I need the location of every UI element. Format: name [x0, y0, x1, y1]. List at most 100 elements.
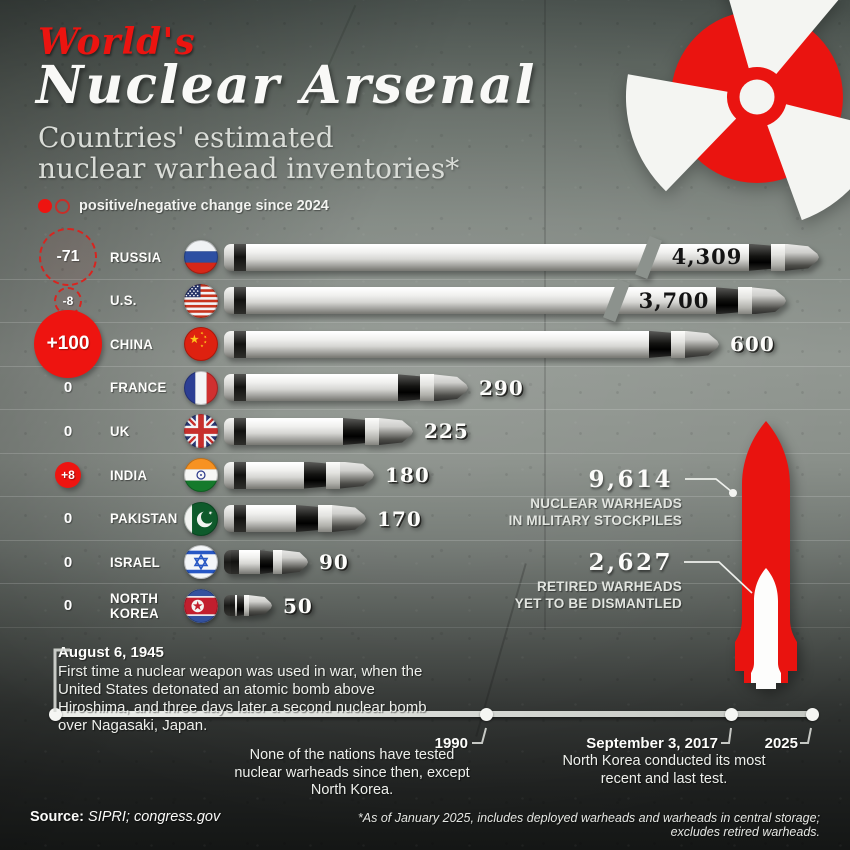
- bar-area: 4,309: [224, 235, 850, 279]
- bar-area: 3,700: [224, 279, 850, 323]
- source-credit: Source: SIPRI; congress.gov: [30, 809, 221, 825]
- missile-ring: [326, 461, 340, 489]
- warhead-bar: [224, 550, 308, 575]
- warhead-count-label: 50: [283, 593, 313, 618]
- country-row: 0 ISRAEL 90: [0, 541, 850, 585]
- warhead-count-label: 4,309: [671, 244, 743, 270]
- missile-tail-band: [234, 417, 246, 445]
- israel-flag: [184, 545, 224, 580]
- change-badge: -8: [26, 286, 110, 315]
- warhead-count-label: 90: [319, 550, 349, 575]
- india-flag: [184, 458, 224, 492]
- change-legend: positive/negative change since 2024: [38, 198, 329, 214]
- bar-area: 290: [224, 374, 850, 402]
- missile-body: [246, 417, 343, 445]
- country-label: PAKISTAN: [110, 510, 178, 527]
- warhead-count-label: 290: [479, 375, 524, 400]
- missile-tail-cap: [224, 374, 234, 402]
- missile-body: [246, 461, 304, 489]
- missile-body: [246, 505, 296, 533]
- missile-nose-cone-icon: [282, 550, 308, 575]
- france-flag: [184, 370, 224, 405]
- missile-nose-cone-icon: [332, 505, 366, 533]
- missile-ring: [244, 595, 249, 617]
- country-label: INDIA: [110, 466, 148, 483]
- missile-ring: [671, 330, 685, 358]
- missile-tail-band: [234, 243, 246, 271]
- warhead-bar: [224, 330, 719, 358]
- timeline-2017-note: North Korea conducted its most recent an…: [562, 753, 766, 787]
- uk-flag: [184, 414, 224, 449]
- country-label: U.S.: [110, 292, 137, 309]
- bar-area: 600: [224, 330, 850, 358]
- missile-tail-cap: [224, 461, 234, 489]
- change-badge: 0: [63, 510, 73, 528]
- country-label: CHINA: [110, 335, 154, 352]
- warhead-bar: 4,309: [224, 235, 819, 279]
- missile-nose-band: [649, 330, 671, 358]
- missile-tail-cap: [224, 550, 231, 575]
- timeline-1990-label: 1990: [434, 735, 468, 752]
- bar-area: 50: [224, 594, 850, 618]
- retired-warheads-annotation: 2,627 RETIRED WARHEADS YET TO BE DISMANT…: [452, 549, 682, 612]
- stockpile-total-value: 9,614: [588, 466, 673, 493]
- change-badge: 0: [63, 597, 73, 615]
- missile-nose-cone-icon: [685, 330, 719, 358]
- china-flag: [184, 327, 224, 362]
- missile-tail-cap: [224, 595, 230, 617]
- country-label: FRANCE: [110, 379, 167, 396]
- pakistan-flag: [184, 501, 224, 536]
- bar-area: 90: [224, 550, 850, 575]
- country-row: -8 U.S. 3,700: [0, 279, 850, 324]
- country-row: +100 CHINA 600: [0, 310, 850, 379]
- timeline-dot-2025: [805, 707, 819, 721]
- missile-nose-cone-icon: [434, 374, 468, 402]
- warhead-count-label: 3,700: [638, 287, 710, 313]
- missile-tail-band: [230, 595, 235, 617]
- timeline-bar: [55, 711, 815, 717]
- retired-warheads-value: 2,627: [588, 549, 673, 576]
- retired-warheads-label: RETIRED WARHEADS YET TO BE DISMANTLED: [514, 579, 682, 611]
- missile-nose-band: [749, 243, 771, 271]
- missile-ring: [273, 550, 282, 575]
- missile-body: [246, 374, 398, 402]
- missile-nose-band: [296, 505, 318, 533]
- subtitle-line1: Countries' estimated: [38, 121, 334, 154]
- change-badge: 0: [63, 379, 73, 397]
- timeline-dot-1990: [479, 707, 493, 721]
- missile-ring: [420, 374, 434, 402]
- change-badge: 0: [63, 422, 73, 440]
- missile-tail-cap: [224, 417, 234, 445]
- missile-nose-cone-icon: [379, 417, 413, 445]
- country-row: +8 INDIA 180: [0, 454, 850, 498]
- north-korea-flag: [184, 588, 224, 623]
- change-badge: +100: [26, 310, 110, 379]
- missile-body: [246, 330, 649, 358]
- timeline-1990-note: None of the nations have tested nuclear …: [234, 747, 470, 798]
- kicker-title: World's: [38, 21, 196, 63]
- missile-nose-band: [260, 550, 273, 575]
- timeline-2017-date: September 3, 2017: [586, 735, 718, 752]
- change-badge: -71: [26, 228, 110, 287]
- missile-body: [235, 595, 237, 617]
- timeline-2025-label: 2025: [764, 735, 798, 752]
- missile-tail-cap: [224, 505, 234, 533]
- country-row: 0 NORTH KOREA 50: [0, 584, 850, 628]
- russia-flag: [184, 240, 224, 275]
- warhead-bar: [224, 374, 468, 402]
- country-row: 0 PAKISTAN 170: [0, 497, 850, 541]
- concrete-seam: [544, 0, 546, 630]
- missile-body: [246, 287, 716, 315]
- radiation-trefoil-icon: [626, 0, 850, 221]
- country-label: NORTH KOREA: [110, 589, 159, 621]
- positive-change-dot-icon: [38, 199, 52, 213]
- warhead-bar-chart: -71 RUSSIA 4,309 -8 U.S.: [0, 228, 850, 628]
- warhead-bar: [224, 417, 413, 445]
- warhead-count-label: 170: [377, 506, 422, 531]
- timeline-dot-2017: [724, 707, 738, 721]
- country-row: 0 UK 225: [0, 410, 850, 454]
- legend-label: positive/negative change since 2024: [79, 198, 329, 214]
- change-badge: +8: [26, 462, 110, 488]
- missile-nose-band: [304, 461, 326, 489]
